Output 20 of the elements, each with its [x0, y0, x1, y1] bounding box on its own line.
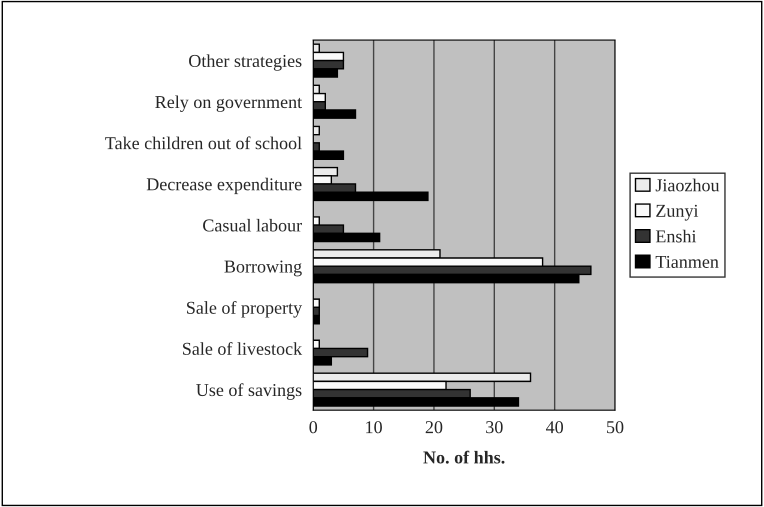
- x-tick-label: 50: [607, 421, 624, 434]
- y-tick-label: Borrowing: [224, 260, 302, 276]
- x-tick-label: 10: [366, 421, 382, 434]
- y-tick-label: Take children out of school: [105, 136, 302, 150]
- x-tick-label: 30: [486, 421, 503, 434]
- y-tick-label: Other strategies: [189, 54, 302, 71]
- legend-label: Tianmen: [656, 256, 719, 268]
- y-tick-label: Sale of livestock: [182, 342, 302, 355]
- x-tick-label: 40: [546, 421, 564, 434]
- y-tick-label: Decrease expenditure: [146, 178, 302, 194]
- x-tick-label: 20: [426, 421, 442, 434]
- x-tick-label: 0: [309, 421, 318, 434]
- x-axis-title: No. of hhs.: [423, 450, 504, 464]
- y-tick-label: Rely on government: [155, 95, 302, 112]
- legend-label: Enshi: [656, 230, 696, 242]
- legend-label: Jiaozhou: [656, 178, 720, 192]
- y-tick-label: Use of savings: [196, 383, 302, 400]
- y-tick-label: Casual labour: [203, 218, 302, 232]
- legend-label: Zunyi: [656, 204, 698, 221]
- y-tick-label: Sale of property: [187, 301, 302, 318]
